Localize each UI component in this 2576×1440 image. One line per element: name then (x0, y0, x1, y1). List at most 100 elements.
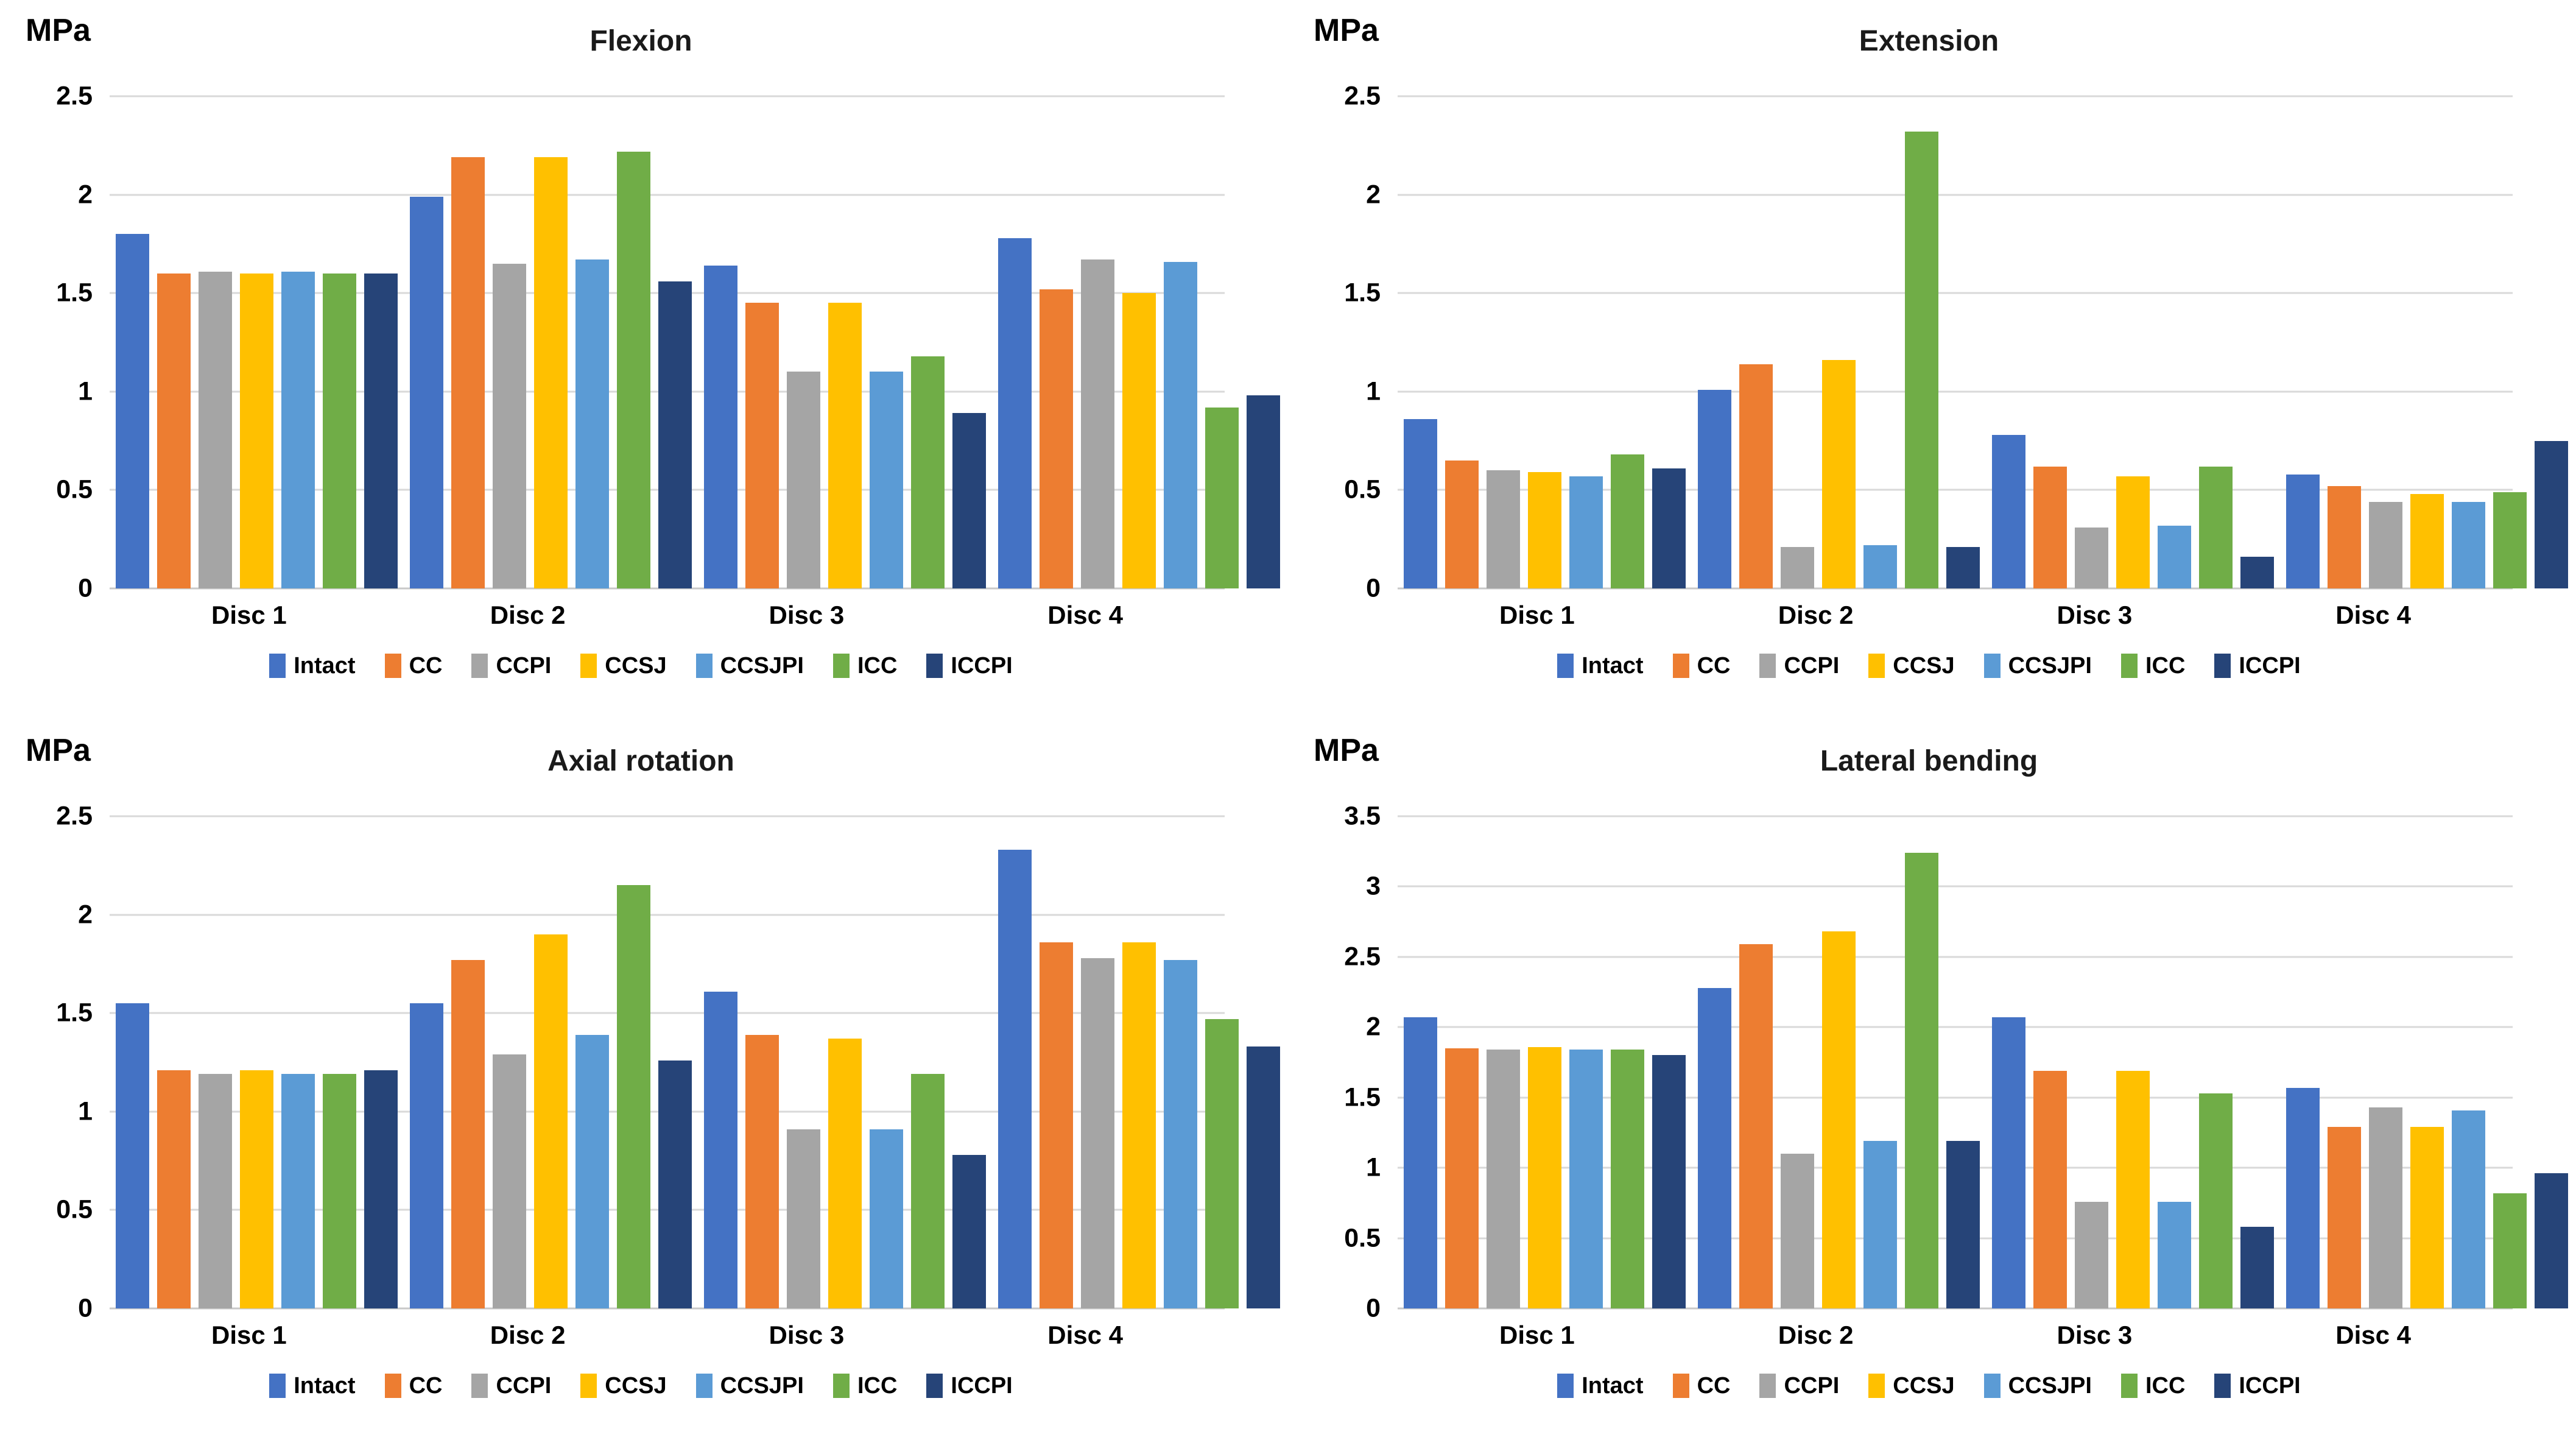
chart-body: 0 0.5 1 1.5 2 2.5 (18, 803, 1280, 1321)
bar-cc-disc-4 (2328, 1127, 2361, 1308)
bar-ccsjpi-disc-3 (870, 372, 903, 588)
legend: Intact CC CCPI CCSJ CCSJPI ICC ICCPI (1306, 644, 2552, 687)
gridline (1398, 956, 2513, 958)
x-category-label: Disc 3 (2057, 601, 2133, 629)
chart-title: Extension (1859, 25, 1999, 57)
bar-groups (110, 816, 1280, 1308)
legend-item-icc: ICC (832, 653, 897, 679)
legend-label: ICCPI (2239, 1372, 2301, 1399)
bar-group-disc-3 (1986, 96, 2280, 588)
y-tick-label: 2 (78, 900, 93, 930)
legend-swatch (384, 1374, 401, 1398)
legend-item-ccpi: CCPI (471, 653, 551, 679)
bar-cc-disc-2 (451, 157, 485, 588)
bar-intact-disc-3 (704, 991, 737, 1308)
x-axis: Disc 1 Disc 2 Disc 3 Disc 4 (1398, 1308, 2513, 1362)
bar-ccsjpi-disc-4 (2452, 1110, 2485, 1308)
legend-swatch (580, 1374, 597, 1398)
bar-cc-disc-1 (157, 1070, 191, 1308)
legend-swatch (1557, 654, 1574, 678)
legend-swatch (926, 654, 943, 678)
bar-intact-disc-1 (1404, 419, 1437, 588)
gridline (1398, 815, 2513, 817)
bar-iccpi-disc-4 (2535, 440, 2568, 588)
legend-swatch (832, 1374, 850, 1398)
bar-groups (110, 96, 1280, 588)
bar-ccsj-disc-1 (1528, 1046, 1561, 1308)
chart-body: 0 0.5 1 1.5 2 2.5 (1306, 83, 2568, 601)
bar-ccsj-disc-1 (240, 273, 273, 588)
gridline (1398, 1026, 2513, 1028)
chart-panel-flexion: MPa Flexion 0 0.5 1 1.5 2 2.5 Disc 1 Disc 2 Dis… (0, 0, 1288, 720)
plot-area (110, 815, 1280, 1310)
bar-ccsj-disc-4 (2410, 493, 2444, 588)
bar-group-disc-4 (992, 96, 1286, 588)
bar-cc-disc-1 (1445, 1048, 1479, 1308)
bar-intact-disc-1 (1404, 1017, 1437, 1308)
bar-icc-disc-3 (911, 356, 945, 588)
bar-ccsjpi-disc-1 (281, 1074, 315, 1308)
bar-group-disc-4 (992, 816, 1286, 1308)
legend: Intact CC CCPI CCSJ CCSJPI ICC ICCPI (1306, 1364, 2552, 1407)
bar-ccpi-disc-1 (1487, 1050, 1520, 1308)
legend-item-cc: CC (1672, 1373, 1730, 1399)
bar-cc-disc-2 (1739, 364, 1773, 588)
bar-ccpi-disc-2 (1781, 547, 1814, 588)
legend-swatch (1672, 654, 1689, 678)
bar-ccsj-disc-2 (534, 157, 568, 588)
bar-intact-disc-2 (1698, 987, 1731, 1308)
legend-swatch (269, 654, 286, 678)
legend-item-cc: CC (384, 1373, 442, 1399)
bar-group-disc-3 (698, 816, 992, 1308)
gridline (1398, 587, 2513, 590)
legend-swatch (1868, 654, 1885, 678)
legend-swatch (2214, 654, 2231, 678)
y-tick-label: 2.5 (1344, 942, 1381, 972)
bar-ccsjpi-disc-1 (1569, 476, 1603, 588)
legend-swatch (2120, 654, 2138, 678)
legend-label: CCSJ (1893, 1372, 1955, 1399)
legend-label: CCSJ (605, 652, 667, 679)
x-axis: Disc 1 Disc 2 Disc 3 Disc 4 (1398, 588, 2513, 642)
y-tick-label: 3 (1366, 871, 1381, 901)
gridline (1398, 390, 2513, 393)
bar-iccpi-disc-1 (364, 273, 398, 588)
bar-ccsjpi-disc-4 (2452, 501, 2485, 588)
legend-label: ICCPI (2239, 652, 2301, 679)
y-tick-label: 2.5 (1344, 81, 1381, 111)
bar-group-disc-2 (404, 96, 698, 588)
legend-item-ccpi: CCPI (1759, 653, 1839, 679)
bar-ccsjpi-disc-1 (1569, 1050, 1603, 1308)
legend-swatch (832, 654, 850, 678)
bar-ccsjpi-disc-3 (870, 1129, 903, 1308)
y-axis-unit-label: MPa (26, 13, 91, 48)
x-category-label: Disc 1 (211, 601, 287, 629)
y-tick-label: 3.5 (1344, 801, 1381, 831)
legend-label: CCSJPI (2008, 652, 2092, 679)
bar-intact-disc-4 (998, 849, 1032, 1308)
legend-item-ccsj: CCSJ (580, 1373, 667, 1399)
legend-swatch (1672, 1374, 1689, 1398)
chart-header: MPa Lateral bending (1306, 729, 2552, 789)
legend-label: ICCPI (951, 652, 1013, 679)
y-tick-label: 1.5 (1344, 1082, 1381, 1112)
plot-area (1398, 95, 2568, 590)
y-axis: 0 0.5 1 1.5 2 2.5 3 3.5 (1306, 803, 1398, 1321)
bar-ccpi-disc-3 (2075, 1201, 2108, 1308)
y-axis-unit-label: MPa (1314, 733, 1379, 768)
bar-group-disc-1 (110, 96, 404, 588)
bar-intact-disc-2 (410, 196, 443, 588)
y-tick-label: 0 (78, 1293, 93, 1323)
chart-header: MPa Flexion (18, 9, 1264, 69)
bar-ccsj-disc-3 (828, 1039, 862, 1308)
bar-intact-disc-4 (998, 238, 1032, 588)
gridline (1398, 1096, 2513, 1099)
bar-cc-disc-4 (2328, 485, 2361, 588)
y-tick-label: 1.5 (56, 998, 93, 1028)
legend-item-ccsjpi: CCSJPI (1983, 1373, 2092, 1399)
y-axis: 0 0.5 1 1.5 2 2.5 (18, 83, 110, 601)
bar-cc-disc-4 (1040, 289, 1073, 588)
bar-ccsjpi-disc-2 (1863, 545, 1897, 588)
